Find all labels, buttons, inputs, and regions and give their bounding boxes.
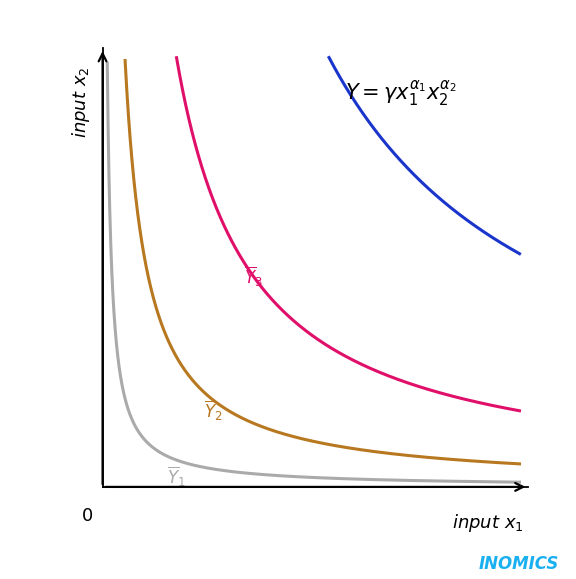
Text: input $x_1$: input $x_1$ [452, 512, 524, 534]
Text: $\overline{Y}_2$: $\overline{Y}_2$ [204, 399, 223, 423]
Text: $Y = \gamma x_1^{\alpha_1} x_2^{\alpha_2}$: $Y = \gamma x_1^{\alpha_1} x_2^{\alpha_2… [345, 79, 457, 108]
Text: $\overline{Y}_3$: $\overline{Y}_3$ [244, 265, 263, 289]
Text: input $x_2$: input $x_2$ [70, 67, 92, 138]
Text: 0: 0 [82, 507, 93, 525]
Text: $\overline{Y}_1$: $\overline{Y}_1$ [167, 465, 186, 489]
Text: INOMICS: INOMICS [478, 555, 559, 573]
